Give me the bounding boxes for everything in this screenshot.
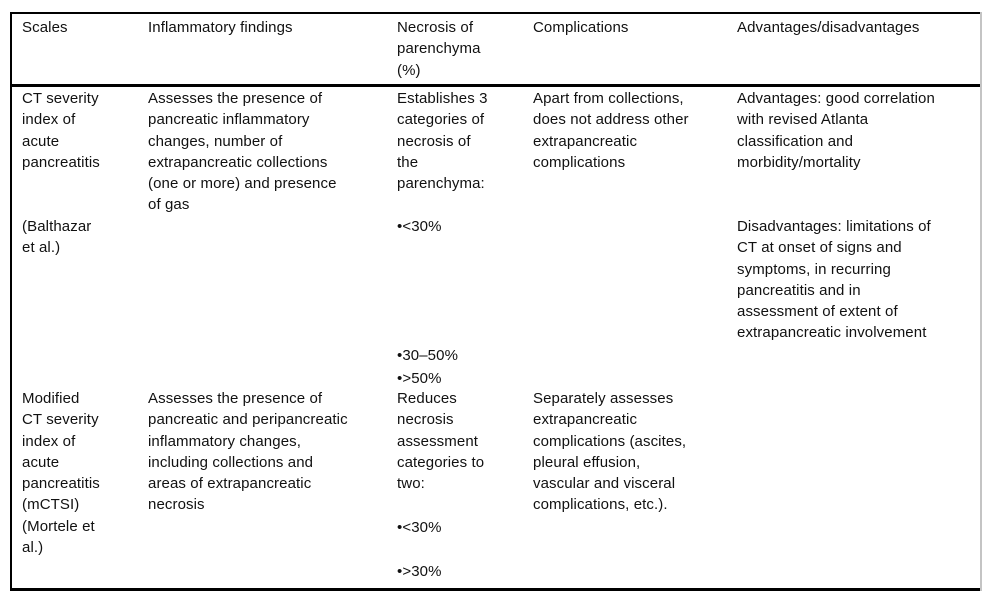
row2-inflammatory-findings: Assesses the presence of pancreatic and …: [148, 390, 348, 514]
row1-necrosis-intro: Establishes 3 categories of necrosis of …: [397, 90, 488, 193]
table-bottom-border: [10, 588, 982, 591]
row1-disadvantages: Disadvantages: limitations of CT at onse…: [737, 218, 931, 342]
column-header-necrosis: Necrosis of parenchyma (%): [397, 19, 481, 79]
row2-necrosis-bullet-1: •<30%: [397, 519, 442, 536]
row1-complications: Apart from collections, does not address…: [533, 90, 689, 171]
row2-complications: Separately assesses extrapancreatic comp…: [533, 390, 687, 514]
table-left-border: [10, 12, 12, 591]
column-header-scales: Scales: [22, 19, 68, 36]
table-top-border: [10, 12, 982, 14]
row1-necrosis-bullet-3: •>50%: [397, 370, 442, 387]
table-header-separator: [10, 84, 982, 87]
row2-necrosis-intro: Reduces necrosis assessment categories t…: [397, 390, 485, 493]
row1-scale-name: CT severity index of acute pancreatitis: [22, 90, 100, 171]
row1-inflammatory-findings: Assesses the presence of pancreatic infl…: [148, 90, 337, 214]
column-header-complications: Complications: [533, 19, 629, 36]
row1-necrosis-bullet-2: •30–50%: [397, 347, 459, 364]
row1-advantages: Advantages: good correlation with revise…: [737, 90, 935, 171]
row1-necrosis-bullet-1: •<30%: [397, 218, 442, 235]
row1-scale-authors: (Balthazar et al.): [22, 218, 92, 257]
column-header-inflammatory-findings: Inflammatory findings: [148, 19, 293, 36]
column-header-advantages: Advantages/disadvantages: [737, 19, 920, 36]
row2-scale-name: Modified CT severity index of acute panc…: [22, 390, 100, 557]
row2-necrosis-bullet-2: •>30%: [397, 563, 442, 580]
table-right-border: [980, 12, 982, 591]
